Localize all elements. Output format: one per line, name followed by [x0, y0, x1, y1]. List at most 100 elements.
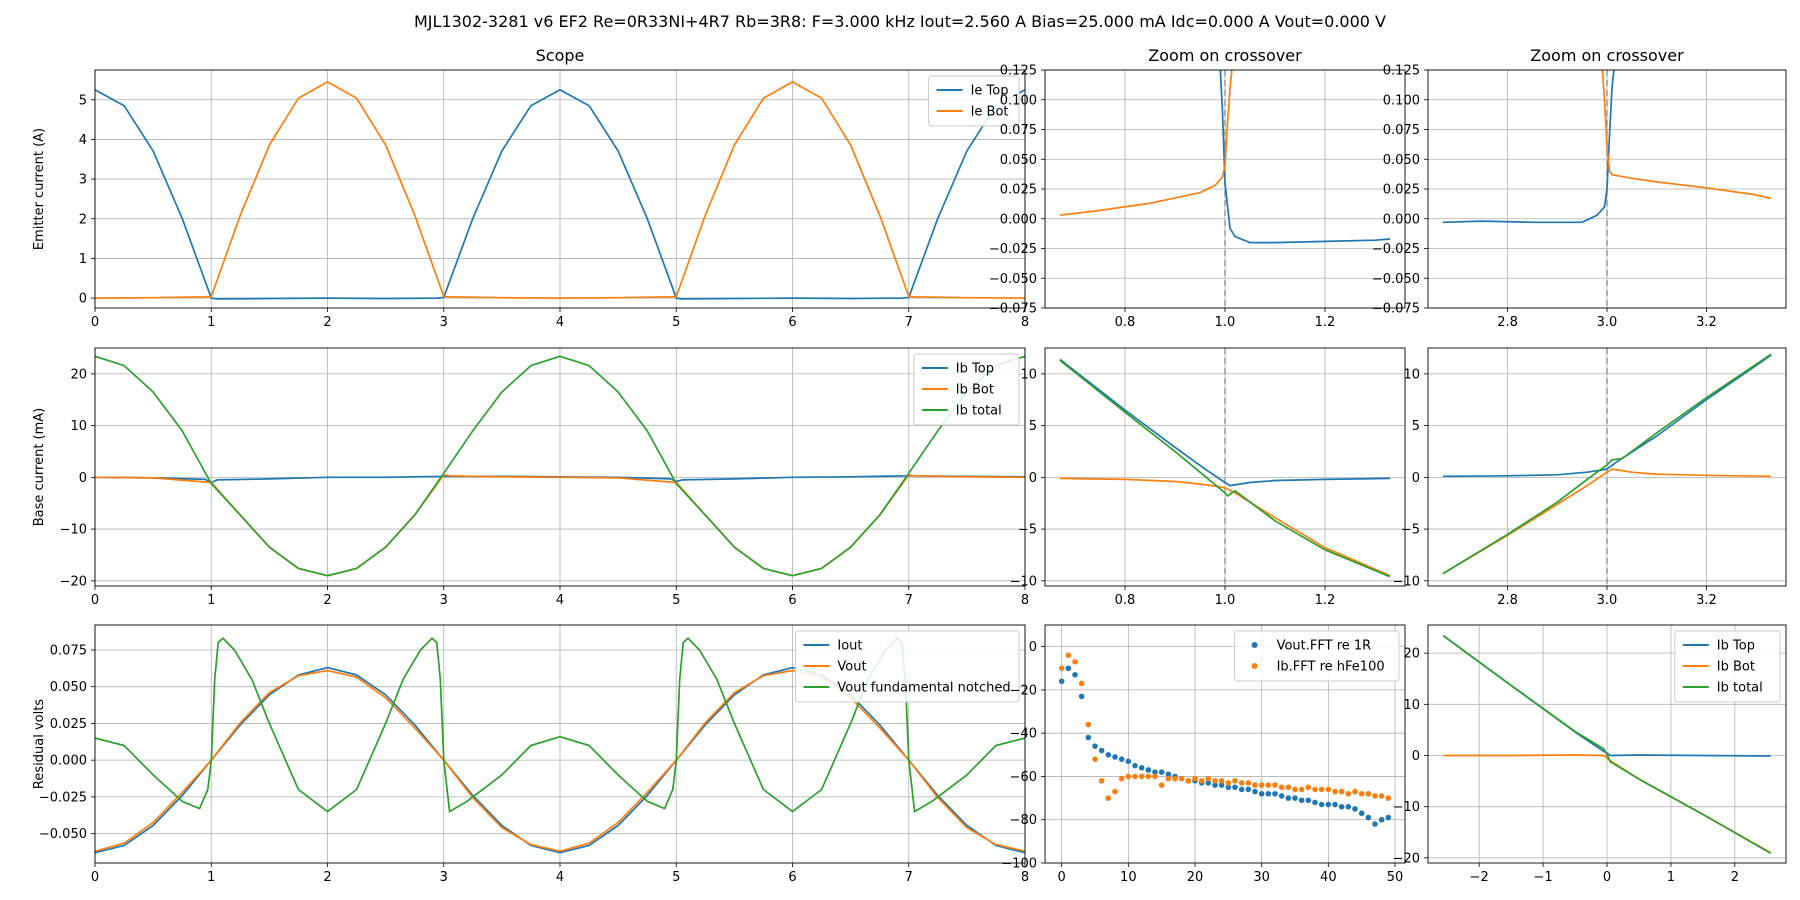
- point-ib-fft-re-hfe100: [1198, 777, 1205, 784]
- x-tick-label: 5: [672, 593, 680, 608]
- point-ib-fft-re-hfe100: [1152, 773, 1158, 780]
- y-tick-label: −20: [1393, 851, 1420, 866]
- legend-label: Ib Bot: [956, 383, 994, 398]
- y-tick-label: 3: [79, 173, 87, 188]
- point-vout-fft-re-1r: [1292, 795, 1298, 801]
- point-ib-fft-re-hfe100: [1352, 788, 1358, 795]
- y-tick-label: 0.075: [1383, 123, 1420, 138]
- y-tick-label: 0.125: [1383, 64, 1420, 79]
- point-ib-fft-re-hfe100: [1065, 652, 1072, 659]
- point-ib-fft-re-hfe100: [1318, 786, 1325, 793]
- x-tick-label: −2: [1470, 870, 1489, 885]
- axes-frame: [1427, 624, 1787, 864]
- y-tick-label: 20: [1403, 647, 1420, 662]
- point-vout-fft-re-1r: [1252, 788, 1258, 795]
- point-vout-fft-re-1r: [1318, 801, 1325, 808]
- point-ib-fft-re-hfe100: [1345, 790, 1352, 797]
- point-ib-fft-re-hfe100: [1138, 773, 1145, 780]
- y-tick-label: 0.050: [1000, 153, 1037, 168]
- y-tick-label: 10: [70, 419, 87, 434]
- y-tick-label: −60: [1010, 770, 1037, 785]
- y-tick-label: −0.050: [39, 827, 87, 842]
- series-line-ie-top: [1442, 70, 1615, 224]
- x-tick-label: 0.8: [1115, 315, 1136, 330]
- x-tick-label: 50: [1387, 870, 1404, 885]
- point-ib-fft-re-hfe100: [1085, 721, 1092, 728]
- panel-zoom_base_1: 0.8 1.0 1.2 −10 −5 0 5 10: [1010, 347, 1406, 608]
- point-ib-fft-re-hfe100: [1125, 773, 1132, 780]
- y-tick-label: 5: [1029, 419, 1037, 434]
- y-tick-label: 0.100: [1383, 93, 1420, 108]
- x-tick-label: 2: [323, 593, 331, 608]
- point-vout-fft-re-1r: [1332, 801, 1338, 808]
- panel-scope_emitter: 0 1 2 3 4 5 6 7 8 0 1 2 3 4 5 Scope Emitter current (A) I…: [32, 46, 1029, 330]
- legend-label: Ib total: [956, 404, 1002, 419]
- point-ib-fft-re-hfe100: [1145, 773, 1152, 780]
- x-tick-label: 2.8: [1497, 315, 1518, 330]
- x-tick-label: 3: [440, 593, 448, 608]
- point-ib-fft-re-hfe100: [1385, 795, 1392, 801]
- point-vout-fft-re-1r: [1145, 767, 1152, 773]
- axes-frame: [94, 347, 1026, 587]
- series-line-ib-bot: [1059, 477, 1391, 577]
- y-tick-label: 0: [79, 292, 87, 307]
- point-vout-fft-re-1r: [1072, 671, 1078, 678]
- y-tick-label: −0.025: [1372, 242, 1420, 257]
- panel-scope_base: 0 1 2 3 4 5 6 7 8 −20 −10 0 10 20 Base current (mA) Ib …: [32, 347, 1029, 608]
- point-vout-fft-re-1r: [1272, 790, 1278, 797]
- y-tick-label: −0.025: [989, 242, 1037, 257]
- point-vout-fft-re-1r: [1365, 814, 1372, 821]
- legend-box: [928, 75, 1020, 127]
- y-tick-label: 0.125: [1000, 64, 1037, 79]
- y-axis-label: Emitter current (A): [32, 128, 47, 250]
- series-line-ib-total: [1059, 359, 1391, 578]
- legend-box: [1234, 630, 1400, 682]
- x-tick-label: 2.8: [1497, 593, 1518, 608]
- x-tick-label: 0: [91, 593, 99, 608]
- series-line-iout: [95, 666, 1025, 854]
- x-tick-label: 5: [672, 315, 680, 330]
- panel-title: Zoom on crossover: [1148, 46, 1302, 65]
- panel-zoom_base_3: 2.8 3.0 3.2 −10 −5 0 5 10: [1393, 347, 1787, 608]
- point-ib-fft-re-hfe100: [1265, 782, 1272, 788]
- point-ib-fft-re-hfe100: [1365, 790, 1372, 797]
- point-ib-fft-re-hfe100: [1292, 786, 1298, 793]
- point-vout-fft-re-1r: [1372, 821, 1378, 827]
- x-tick-label: 3: [440, 315, 448, 330]
- y-tick-label: −0.050: [1372, 272, 1420, 287]
- point-ib-fft-re-hfe100: [1212, 777, 1218, 784]
- y-axis-label: Base current (mA): [32, 408, 47, 527]
- panel-title: Zoom on crossover: [1530, 46, 1684, 65]
- y-tick-label: 0.000: [1000, 212, 1037, 227]
- point-ib-fft-re-hfe100: [1298, 786, 1305, 793]
- y-tick-label: 5: [1412, 419, 1420, 434]
- y-tick-label: 0.075: [1000, 123, 1037, 138]
- y-tick-label: −80: [1010, 813, 1037, 828]
- point-vout-fft-re-1r: [1245, 786, 1252, 793]
- legend: Iout Vout Vout fundamental notched: [794, 630, 1020, 703]
- point-vout-fft-re-1r: [1125, 758, 1132, 765]
- y-tick-label: 0.000: [1383, 212, 1420, 227]
- y-tick-label: 0.000: [50, 754, 87, 769]
- point-vout-fft-re-1r: [1065, 665, 1072, 672]
- point-ib-fft-re-hfe100: [1118, 775, 1125, 782]
- y-tick-label: 0: [1029, 640, 1037, 655]
- point-vout-fft-re-1r: [1078, 693, 1085, 700]
- y-tick-label: 4: [79, 133, 87, 148]
- point-vout-fft-re-1r: [1352, 806, 1358, 812]
- x-tick-label: 3.2: [1696, 315, 1717, 330]
- point-ib-fft-re-hfe100: [1132, 773, 1138, 780]
- x-tick-label: 4: [556, 315, 564, 330]
- x-tick-label: 8: [1021, 593, 1029, 608]
- point-vout-fft-re-1r: [1158, 769, 1165, 775]
- x-tick-label: 30: [1253, 870, 1270, 885]
- x-tick-label: 2: [323, 315, 331, 330]
- point-vout-fft-re-1r: [1378, 816, 1385, 823]
- legend: Ib Top Ib Bot Ib total: [913, 353, 1020, 426]
- x-tick-label: 1: [207, 593, 215, 608]
- y-tick-label: 1: [79, 252, 87, 267]
- y-tick-label: 0: [1412, 749, 1420, 764]
- series-line-vout: [95, 669, 1025, 853]
- y-tick-label: −5: [1018, 523, 1037, 538]
